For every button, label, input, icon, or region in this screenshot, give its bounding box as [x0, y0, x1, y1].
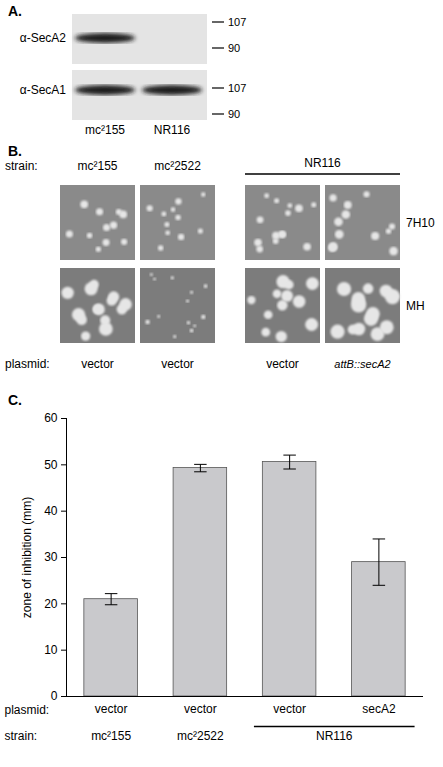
svg-text:A.: A.: [8, 3, 22, 19]
svg-text:vector: vector: [81, 357, 114, 371]
svg-text:attB::secA2: attB::secA2: [334, 358, 390, 370]
svg-text:strain:: strain:: [5, 729, 38, 743]
svg-text:7H10: 7H10: [406, 216, 435, 230]
svg-text:mc²2522: mc²2522: [177, 729, 224, 743]
svg-text:B.: B.: [8, 143, 22, 159]
svg-text:α-SecA2: α-SecA2: [20, 31, 67, 45]
svg-text:20: 20: [44, 597, 58, 611]
html-text:C.: C.: [8, 392, 22, 408]
svg-text:90: 90: [228, 42, 240, 54]
svg-text:vector: vector: [273, 702, 306, 716]
svg-text:90: 90: [228, 108, 240, 120]
svg-text:0: 0: [51, 689, 58, 703]
svg-text:α-SecA1: α-SecA1: [20, 83, 67, 97]
svg-text:vector: vector: [95, 702, 128, 716]
svg-text:40: 40: [44, 504, 58, 518]
svg-text:NR116: NR116: [154, 123, 191, 137]
svg-text:zone of inhibition (mm): zone of inhibition (mm): [20, 497, 34, 618]
svg-text:MH: MH: [406, 299, 425, 313]
svg-text:vector: vector: [266, 357, 299, 371]
svg-text:mc²155: mc²155: [77, 159, 117, 173]
svg-text:NR116: NR116: [316, 729, 353, 743]
svg-text:60: 60: [44, 411, 58, 425]
svg-text:vector: vector: [161, 357, 194, 371]
svg-text:NR116: NR116: [304, 156, 341, 170]
svg-text:secA2: secA2: [362, 702, 396, 716]
svg-text:107: 107: [228, 82, 246, 94]
svg-text:vector: vector: [184, 702, 217, 716]
svg-text:mc²2522: mc²2522: [154, 159, 201, 173]
svg-text:strain:: strain:: [5, 159, 38, 173]
svg-text:107: 107: [228, 16, 246, 28]
svg-text:mc²155: mc²155: [85, 123, 125, 137]
svg-text:plasmid:: plasmid:: [5, 703, 50, 717]
svg-text:10: 10: [44, 643, 58, 657]
svg-text:30: 30: [44, 550, 58, 564]
svg-text:50: 50: [44, 458, 58, 472]
svg-text:mc²155: mc²155: [91, 729, 131, 743]
svg-text:plasmid:: plasmid:: [5, 357, 50, 371]
